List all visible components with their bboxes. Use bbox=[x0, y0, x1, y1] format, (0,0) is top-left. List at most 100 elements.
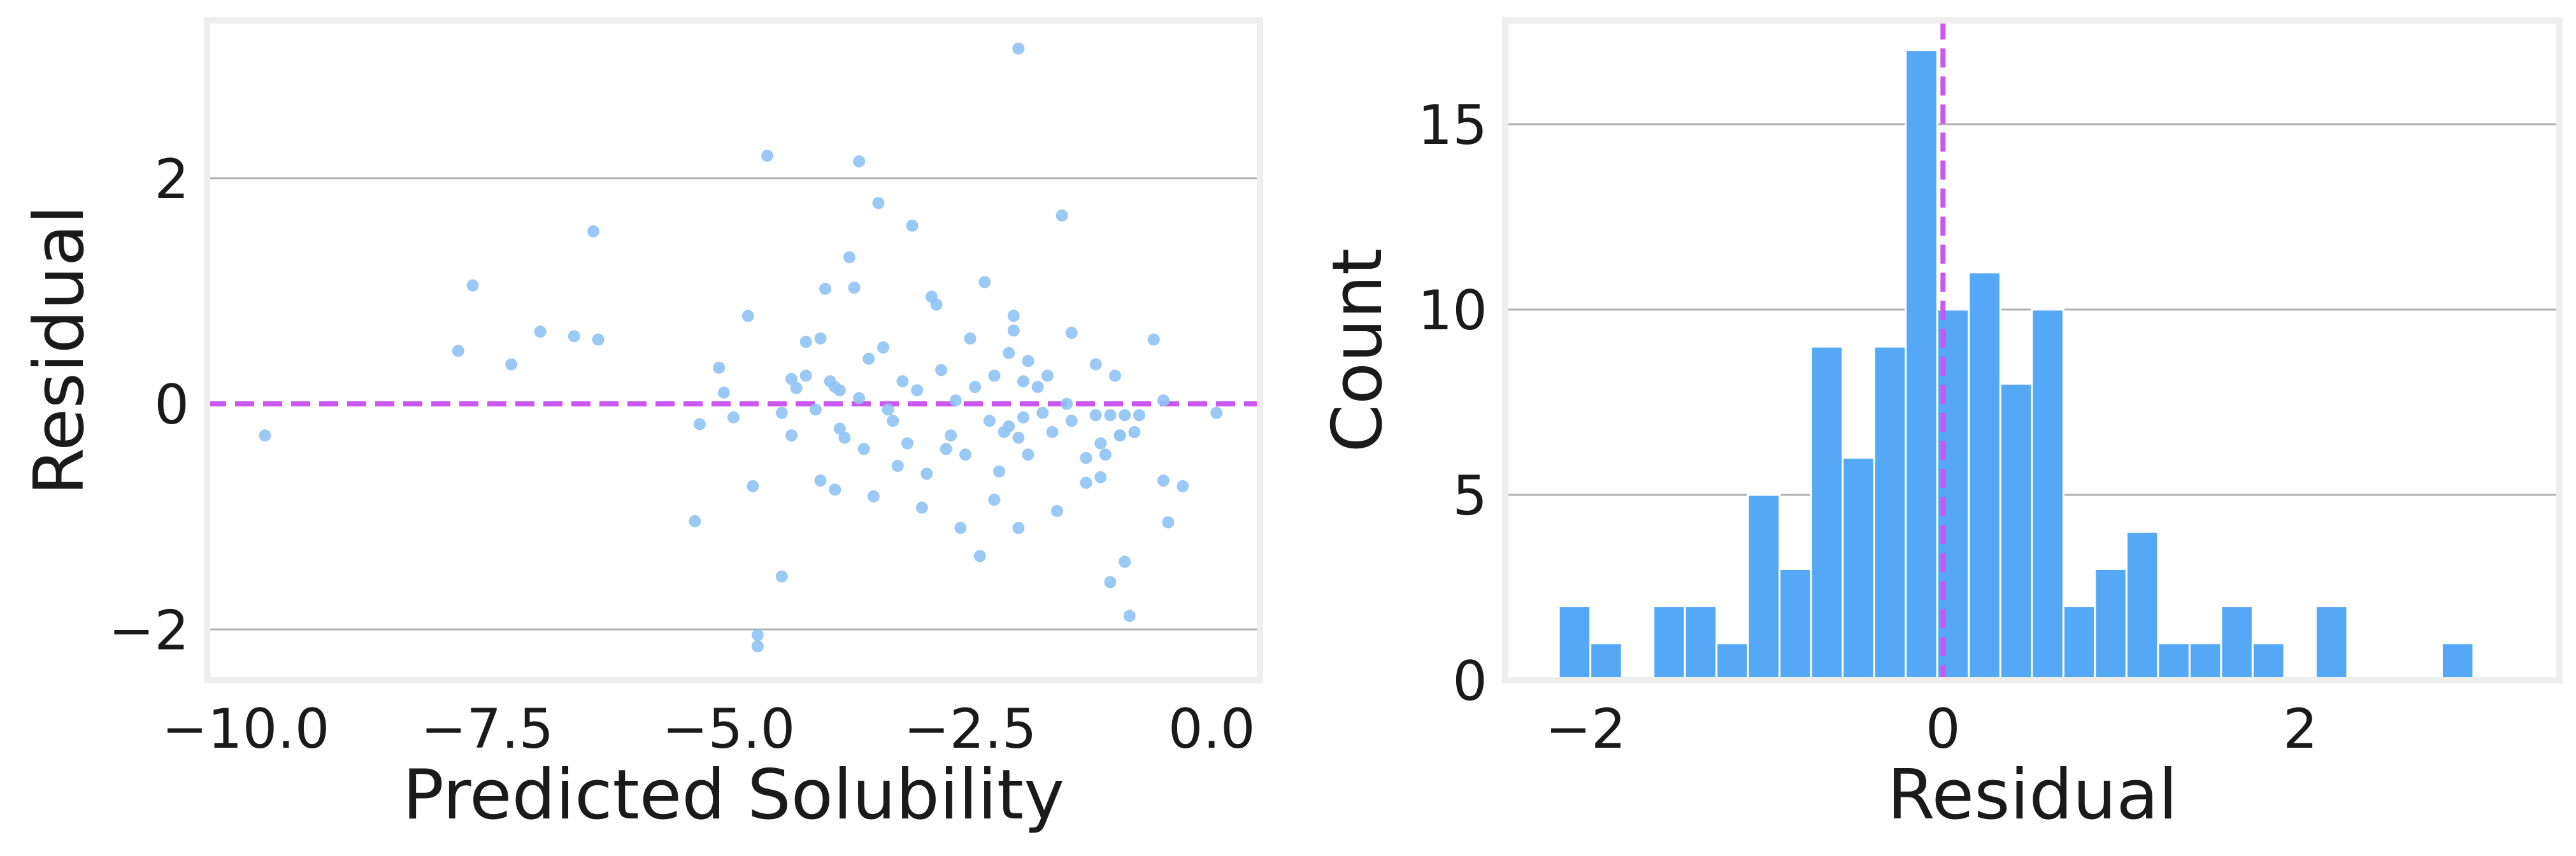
scatter-point bbox=[592, 333, 605, 346]
scatter-y-tick-label: 0 bbox=[154, 373, 189, 437]
scatter-point bbox=[1012, 431, 1025, 444]
histogram-y-tick-label: 10 bbox=[1418, 279, 1487, 343]
histogram-bar bbox=[2188, 642, 2222, 681]
scatter-point bbox=[1080, 476, 1092, 489]
scatter-point bbox=[1162, 516, 1175, 529]
scatter-point bbox=[978, 276, 991, 289]
scatter-point bbox=[964, 332, 977, 345]
scatter-point bbox=[945, 429, 957, 442]
scatter-point bbox=[867, 490, 880, 503]
scatter-point bbox=[954, 522, 967, 534]
scatter-point bbox=[915, 501, 928, 514]
scatter-point bbox=[843, 251, 855, 264]
histogram-bar bbox=[1905, 49, 1938, 681]
scatter-point bbox=[1022, 448, 1034, 461]
scatter-point bbox=[983, 415, 996, 427]
histogram-bar bbox=[1557, 605, 1592, 681]
scatter-point bbox=[1065, 415, 1078, 427]
scatter-point bbox=[940, 443, 952, 455]
histogram-bar bbox=[2251, 642, 2286, 681]
scatter-point bbox=[853, 392, 866, 404]
scatter-point bbox=[848, 282, 861, 294]
scatter-point bbox=[1055, 209, 1068, 222]
scatter-point bbox=[1157, 394, 1170, 407]
scatter-point bbox=[1007, 324, 1020, 337]
scatter-point bbox=[1065, 327, 1078, 339]
scatter-y-tick-label: −2 bbox=[108, 599, 189, 662]
scatter-point bbox=[911, 384, 924, 397]
scatter-x-axis-label: Predicted Solubility bbox=[403, 755, 1064, 835]
residual-scatter-panel: −10.0 −7.5 −5.0 −2.5 0.0 −2 0 2 Predicted Solu… bbox=[20, 17, 1263, 835]
scatter-point bbox=[838, 431, 851, 444]
scatter-point bbox=[857, 443, 870, 455]
scatter-point bbox=[1104, 409, 1117, 422]
histogram-bar bbox=[2157, 642, 2191, 681]
scatter-point bbox=[920, 467, 933, 480]
histogram-x-tick-label: 0 bbox=[1926, 697, 1961, 761]
histogram-y-tick-label: 5 bbox=[1452, 464, 1487, 528]
scatter-point bbox=[1177, 480, 1189, 492]
histogram-y-axis-label: Count bbox=[1318, 248, 1398, 453]
scatter-point bbox=[751, 629, 764, 641]
scatter-point bbox=[259, 429, 271, 442]
scatter-point bbox=[819, 282, 832, 295]
histogram-bar bbox=[1778, 567, 1812, 681]
histogram-bar bbox=[2125, 531, 2159, 681]
scatter-point bbox=[1017, 411, 1029, 424]
scatter-point bbox=[452, 345, 464, 357]
scatter-point bbox=[930, 298, 943, 311]
scatter-point bbox=[761, 150, 774, 162]
scatter-point bbox=[785, 429, 798, 442]
scatter-point bbox=[896, 375, 909, 388]
scatter-point bbox=[799, 369, 812, 382]
scatter-point bbox=[1046, 425, 1059, 438]
scatter-point bbox=[1031, 381, 1044, 394]
scatter-point bbox=[829, 381, 841, 394]
histogram-bar bbox=[1810, 345, 1844, 681]
histogram-bar bbox=[1715, 642, 1749, 681]
scatter-point bbox=[713, 361, 726, 374]
scatter-point bbox=[1099, 448, 1112, 461]
histogram-bar bbox=[2220, 605, 2254, 681]
histogram-bar bbox=[2031, 308, 2064, 681]
scatter-point bbox=[969, 381, 982, 394]
scatter-plot-frame bbox=[204, 17, 1263, 683]
scatter-gridlines bbox=[207, 177, 1260, 631]
scatter-point bbox=[988, 369, 1001, 382]
scatter-point bbox=[853, 155, 866, 168]
scatter-point bbox=[505, 358, 518, 371]
scatter-point bbox=[1022, 355, 1034, 367]
scatter-point bbox=[717, 386, 730, 399]
scatter-point bbox=[1147, 333, 1160, 346]
histogram-bar bbox=[1842, 457, 1875, 681]
scatter-point bbox=[587, 225, 600, 238]
scatter-point bbox=[1157, 474, 1170, 487]
scatter-point bbox=[814, 474, 827, 487]
scatter-point bbox=[988, 494, 1001, 506]
scatter-point bbox=[1128, 425, 1141, 438]
scatter-points bbox=[259, 42, 1223, 653]
scatter-point bbox=[973, 550, 986, 562]
scatter-point bbox=[809, 403, 822, 416]
scatter-point bbox=[741, 310, 754, 322]
scatter-point bbox=[887, 415, 899, 427]
scatter-point bbox=[747, 480, 759, 492]
scatter-point bbox=[1113, 429, 1126, 442]
histogram-bar bbox=[1747, 494, 1781, 681]
scatter-point bbox=[882, 403, 894, 416]
histogram-bar bbox=[1589, 642, 1623, 681]
scatter-point bbox=[959, 448, 971, 461]
scatter-y-axis-label: Residual bbox=[20, 205, 99, 496]
scatter-x-ticks: −10.0 −7.5 −5.0 −2.5 0.0 bbox=[162, 697, 1256, 761]
scatter-point bbox=[466, 279, 479, 292]
scatter-point bbox=[1210, 406, 1223, 419]
histogram-y-ticks: 0 5 10 15 bbox=[1418, 94, 1487, 713]
scatter-point bbox=[1119, 555, 1131, 568]
scatter-point bbox=[1123, 610, 1136, 622]
scatter-point bbox=[534, 325, 547, 338]
scatter-point bbox=[1133, 409, 1145, 422]
histogram-bar bbox=[1999, 382, 2033, 681]
histogram-plot-frame bbox=[1502, 17, 2563, 683]
scatter-point bbox=[751, 640, 764, 653]
